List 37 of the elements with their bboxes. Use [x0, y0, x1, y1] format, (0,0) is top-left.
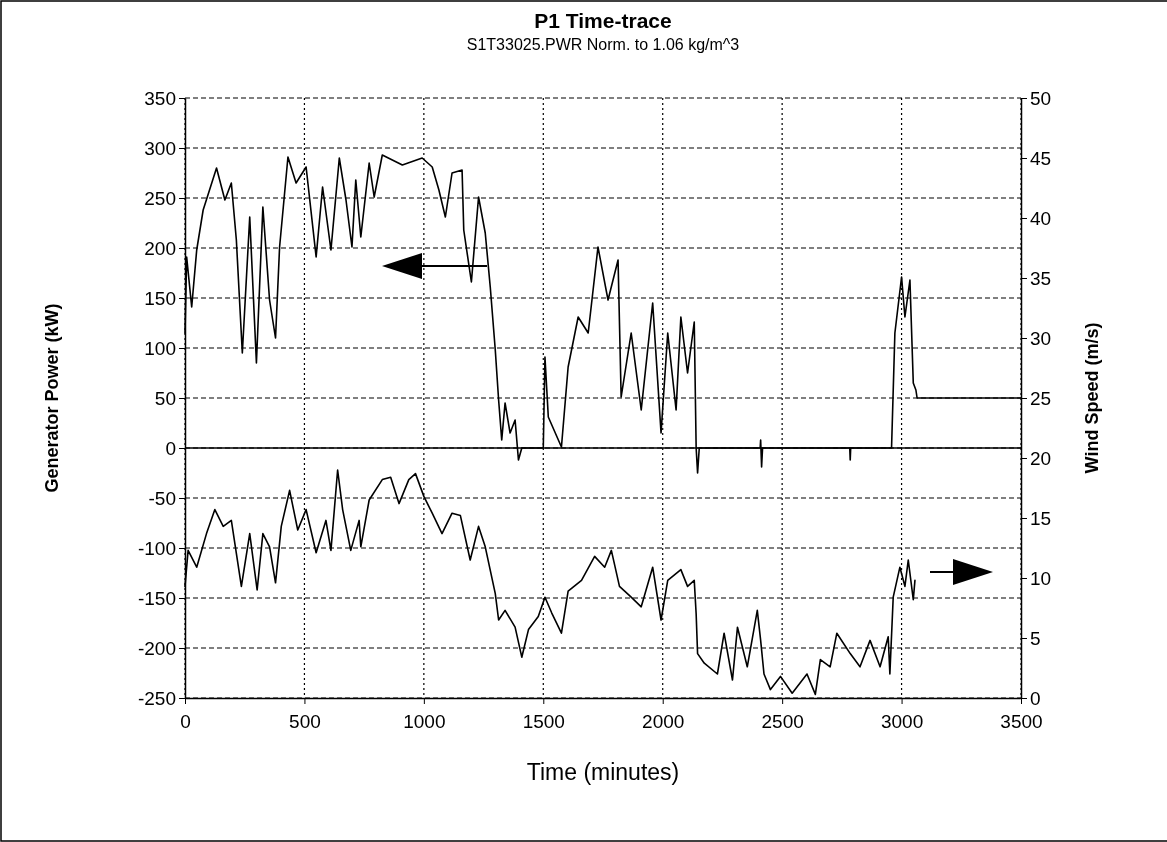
- y-tick-label: -250: [137, 687, 176, 709]
- y-tick-label: 300: [144, 137, 176, 159]
- y2-tick-label: 50: [1030, 87, 1052, 109]
- y-tick-label: 250: [144, 187, 176, 209]
- x-tick-label: 3000: [880, 710, 924, 732]
- x-tick-label: 2500: [761, 710, 804, 732]
- y2-tick-label: 15: [1030, 507, 1052, 529]
- x-tick-label: 3500: [1000, 710, 1043, 732]
- x-tick-label: 1000: [403, 710, 446, 732]
- chart-title: P1 Time-trace: [534, 9, 672, 32]
- y2-tick-label: 35: [1030, 267, 1052, 289]
- y2-tick-label: 40: [1030, 207, 1052, 229]
- x-tick-label: 0: [180, 710, 191, 732]
- y-axis-title: Generator Power (kW): [42, 303, 62, 493]
- y-tick-label: 50: [154, 387, 176, 409]
- chart-subtitle: S1T33025.PWR Norm. to 1.06 kg/m^3: [466, 36, 740, 53]
- y2-tick-label: 45: [1030, 147, 1052, 169]
- y-tick-label: 0: [165, 437, 176, 459]
- y2-tick-label: 25: [1030, 387, 1052, 409]
- y2-tick-label: 30: [1030, 327, 1052, 349]
- y2-tick-label: 10: [1030, 567, 1052, 589]
- y2-tick-label: 20: [1030, 447, 1052, 469]
- y2-tick-label: 5: [1030, 627, 1041, 649]
- y-tick-label: -200: [137, 637, 176, 659]
- y-tick-label: 350: [144, 87, 176, 109]
- y-tick-label: 100: [144, 337, 176, 359]
- x-tick-label: 1500: [522, 710, 565, 732]
- x-tick-label: 2000: [642, 710, 685, 732]
- x-axis-title: Time (minutes): [526, 759, 680, 785]
- y-tick-label: -150: [137, 587, 176, 609]
- y2-tick-label: 0: [1030, 687, 1041, 709]
- y-tick-label: -50: [148, 487, 176, 509]
- y-tick-label: 150: [144, 287, 176, 309]
- x-tick-label: 500: [289, 710, 321, 732]
- y-tick-label: 200: [144, 237, 176, 259]
- y2-axis-title: Wind Speed (m/s): [1082, 322, 1102, 474]
- y-tick-label: -100: [137, 537, 176, 559]
